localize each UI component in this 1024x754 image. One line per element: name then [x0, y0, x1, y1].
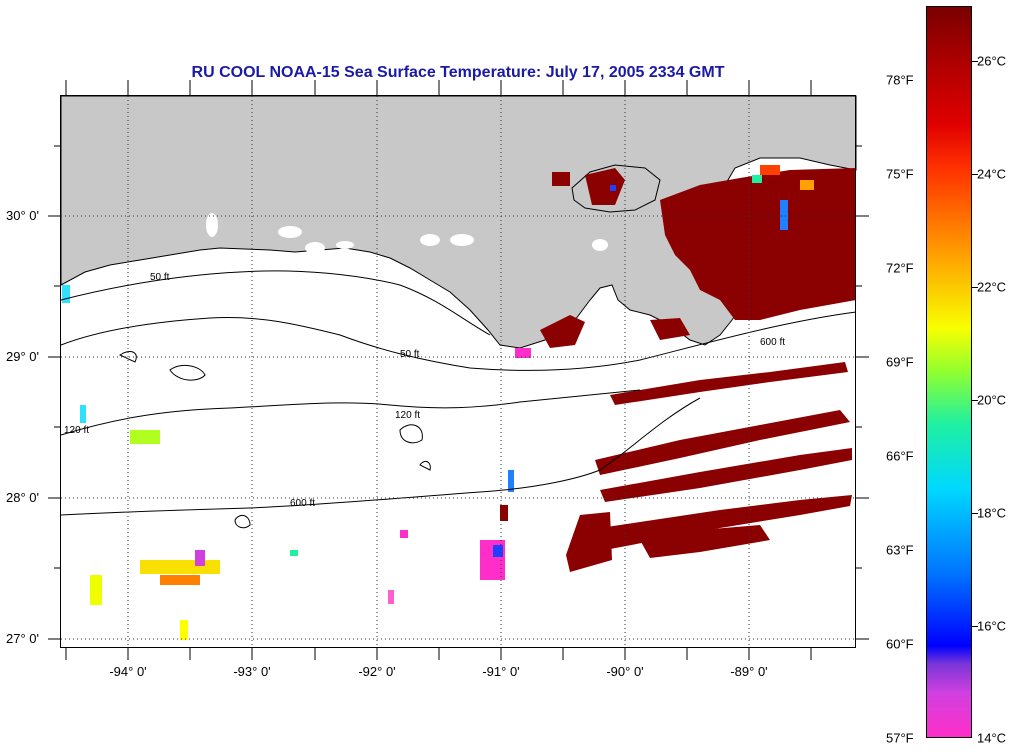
temperature-colorbar [926, 6, 972, 738]
lon-label: -90° 0' [606, 664, 644, 679]
colorbar-c-label: 14°C [977, 730, 1007, 746]
axis-ticks [48, 80, 869, 660]
colorbar-f-label: 78°F [886, 72, 914, 88]
lon-label: -89° 0' [730, 664, 768, 679]
colorbar-f-label: 60°F [886, 636, 914, 652]
sst-pixels-offshore [566, 362, 852, 572]
inland-lakes [206, 213, 608, 254]
colorbar-c-label: 20°C [977, 392, 1007, 408]
colorbar-c-label: 18°C [977, 505, 1007, 521]
lon-label: -94° 0' [109, 664, 147, 679]
contour-label-50ft: 50 ft [150, 272, 170, 283]
lon-label: -92° 0' [358, 664, 396, 679]
colorbar-f-label: 63°F [886, 542, 914, 558]
map-title: RU COOL NOAA-15 Sea Surface Temperature:… [191, 64, 725, 81]
lat-label: 30° 0' [6, 208, 39, 223]
contour-label-120ft: 120 ft [64, 425, 89, 436]
sst-pixels-warm-accent [515, 165, 814, 358]
colorbar-f-label: 75°F [886, 166, 914, 182]
lon-label: -93° 0' [233, 664, 271, 679]
colorbar-f-label: 72°F [886, 260, 914, 276]
colorbar-c-label: 22°C [977, 279, 1007, 295]
graticule [61, 96, 856, 647]
colorbar-tick [972, 287, 978, 288]
map-frame [60, 95, 856, 648]
contour-label-600ft: 600 ft [760, 337, 785, 348]
contour-label-50ft: 50 ft [400, 349, 420, 360]
lat-label: 28° 0' [6, 490, 39, 505]
colorbar-c-label: 24°C [977, 166, 1007, 182]
sst-pixels-coastal [540, 168, 856, 348]
colorbar-f-label: 57°F [886, 730, 914, 746]
bathymetry-contours [60, 270, 857, 529]
colorbar-f-label: 69°F [886, 354, 914, 370]
contour-label-600ft: 600 ft [290, 498, 315, 509]
colorbar-c-label: 16°C [977, 618, 1007, 634]
colorbar-tick [972, 174, 978, 175]
lon-label: -91° 0' [482, 664, 520, 679]
colorbar-tick [972, 626, 978, 627]
lat-label: 27° 0' [6, 631, 39, 646]
contour-labels: 50 ft 50 ft 120 ft 120 ft 600 ft 600 ft [64, 272, 785, 509]
colorbar-c-label: 26°C [977, 53, 1007, 69]
sst-pixels-scattered [62, 285, 514, 640]
contour-label-120ft: 120 ft [395, 410, 420, 421]
colorbar-tick [972, 61, 978, 62]
colorbar-tick [972, 400, 978, 401]
colorbar-f-label: 66°F [886, 448, 914, 464]
lat-label: 29° 0' [6, 349, 39, 364]
colorbar-tick [972, 513, 978, 514]
